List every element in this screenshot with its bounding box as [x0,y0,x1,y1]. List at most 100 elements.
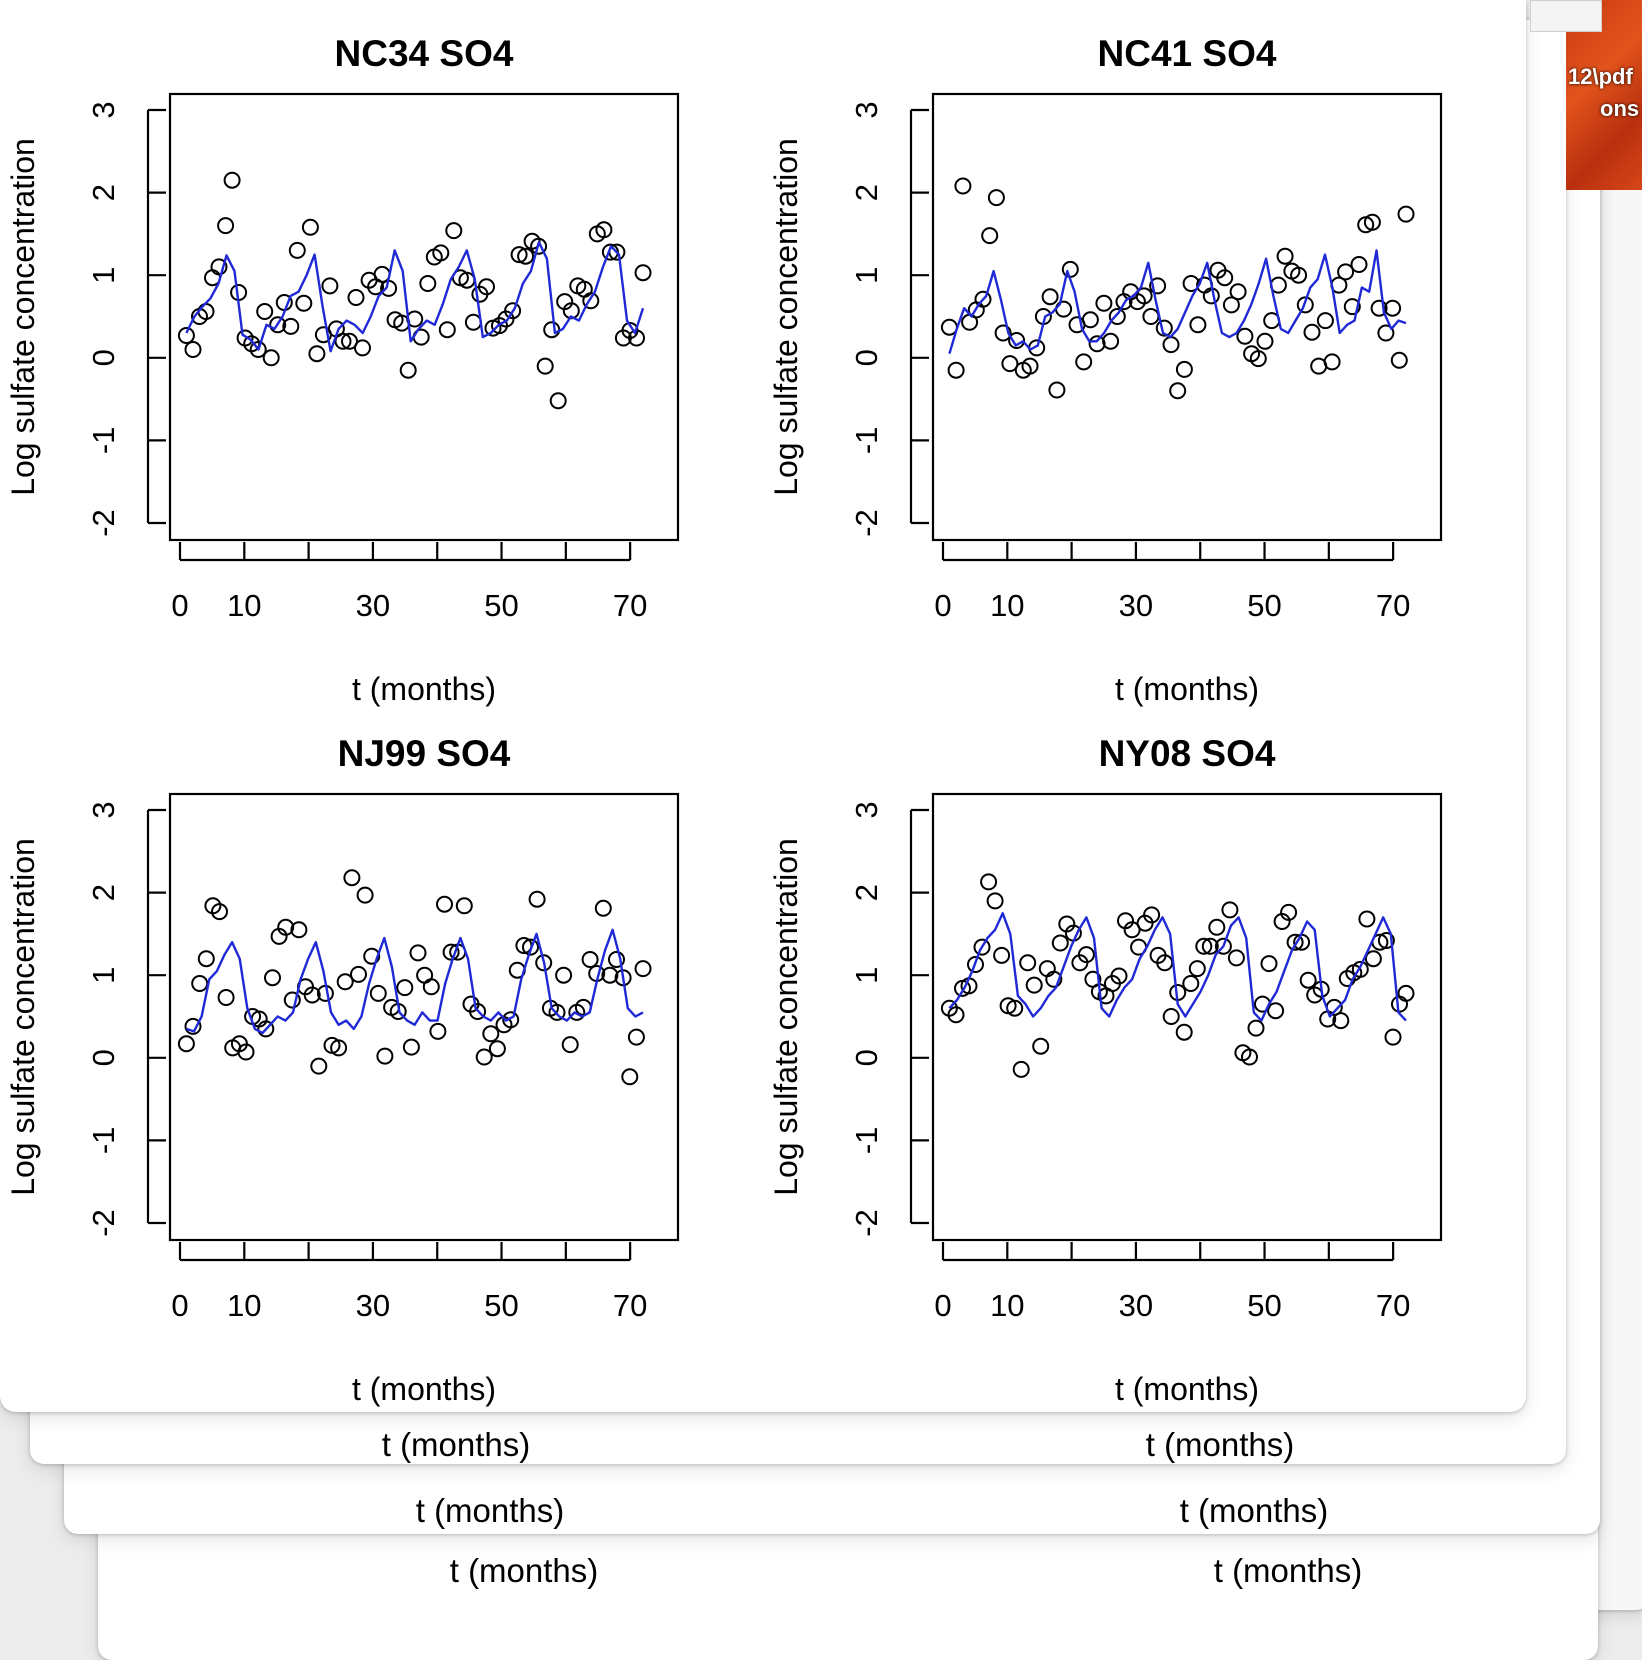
ghost-xlabel-left: t (months) [415,1492,565,1529]
data-point [347,289,365,306]
data-point [1236,327,1254,345]
y-tick-label: 1 [86,967,121,984]
data-point [1169,382,1187,400]
x-tick-label: 30 [1119,1288,1153,1323]
data-point [634,264,652,282]
data-point [1256,332,1274,350]
data-point [1095,294,1113,312]
data-point [257,1020,275,1038]
data-point [980,873,998,891]
data-point [1202,287,1220,305]
y-tick-label: 3 [86,801,121,818]
data-point [310,1057,328,1075]
y-tick-label: 0 [86,1049,121,1066]
x-axis-label: t (months) [352,1371,496,1407]
ghost-xlabel-left: t (months) [449,1552,599,1589]
data-point [536,357,554,375]
data-point [973,938,991,956]
data-point [438,321,456,339]
data-point [1142,308,1160,325]
data-point [1337,263,1355,281]
data-point [350,965,367,983]
data-point [1316,312,1334,330]
data-point [1377,932,1395,949]
data-point [1227,949,1245,967]
x-tick-label: 10 [990,1288,1024,1323]
data-point [1041,288,1059,306]
document-thumbnail[interactable] [1530,0,1602,32]
data-point [535,954,553,972]
data-point [504,302,522,320]
data-point [290,921,308,939]
data-point [301,218,319,236]
y-tick-label: -2 [849,509,884,537]
data-point [249,341,267,358]
ghost-xlabel-right: t (months) [1213,1552,1363,1589]
data-point [1351,960,1369,978]
data-point [237,1043,255,1061]
y-tick-label: 3 [849,801,884,818]
data-point [1006,999,1024,1017]
data-point [1343,298,1361,316]
data-point [445,222,463,240]
data-point [256,303,274,320]
y-tick-label: -1 [86,1127,121,1155]
x-axis-label: t (months) [1115,1371,1259,1407]
data-point [967,956,984,973]
data-point [283,991,301,1009]
data-point [1249,350,1267,368]
data-point [1364,950,1382,968]
data-point [1077,946,1095,964]
data-point [947,361,965,379]
thumbnail-label-2: ons [1600,96,1640,121]
data-point [330,1039,348,1057]
plot-frame [931,792,1443,1242]
data-point [1123,921,1141,939]
plot-frame [168,792,680,1242]
data-point [555,966,573,984]
data-point [1280,903,1298,921]
data-point [543,321,561,339]
data-point [1350,256,1368,273]
plot-frame [168,92,680,542]
data-point [288,241,306,259]
y-tick-label: 1 [849,267,884,284]
chart-title: NY08 SO4 [1099,733,1276,774]
data-point [581,951,599,968]
plot-frame [931,92,1443,542]
x-tick-label: 10 [227,1288,261,1323]
data-point [488,1040,506,1058]
data-point [634,960,652,978]
x-tick-label: 50 [1247,588,1281,623]
data-point [308,345,326,363]
y-tick-label: 2 [849,884,884,901]
data-point [336,973,354,991]
data-point [409,944,427,962]
fitted-line [186,928,644,1035]
data-point [363,947,381,965]
data-point [455,897,473,915]
data-point [469,1003,487,1020]
data-point [1384,1028,1402,1046]
data-point [1370,299,1388,317]
data-point [549,392,567,410]
data-point [582,292,600,310]
data-point [1208,918,1226,936]
y-tick-label: 1 [849,967,884,984]
x-tick-label: 0 [171,1288,188,1323]
plot-window[interactable]: NC34 SO4 -2 -1 0 1 2 3 0 10 30 50 70 t (months) Log s… [0,0,1526,1412]
data-point [369,984,387,1002]
data-point [1188,960,1206,978]
y-tick-label: -2 [86,509,121,537]
data-point [1332,1012,1350,1030]
data-point [595,221,613,239]
data-point [1397,984,1415,1002]
ghost-xlabel-right: t (months) [1145,1426,1295,1463]
data-point [402,1038,420,1056]
x-tick-label: 70 [1376,588,1410,623]
data-point [548,1003,566,1021]
data-point [217,989,235,1006]
data-point [1048,381,1066,399]
data-point [1102,332,1120,350]
